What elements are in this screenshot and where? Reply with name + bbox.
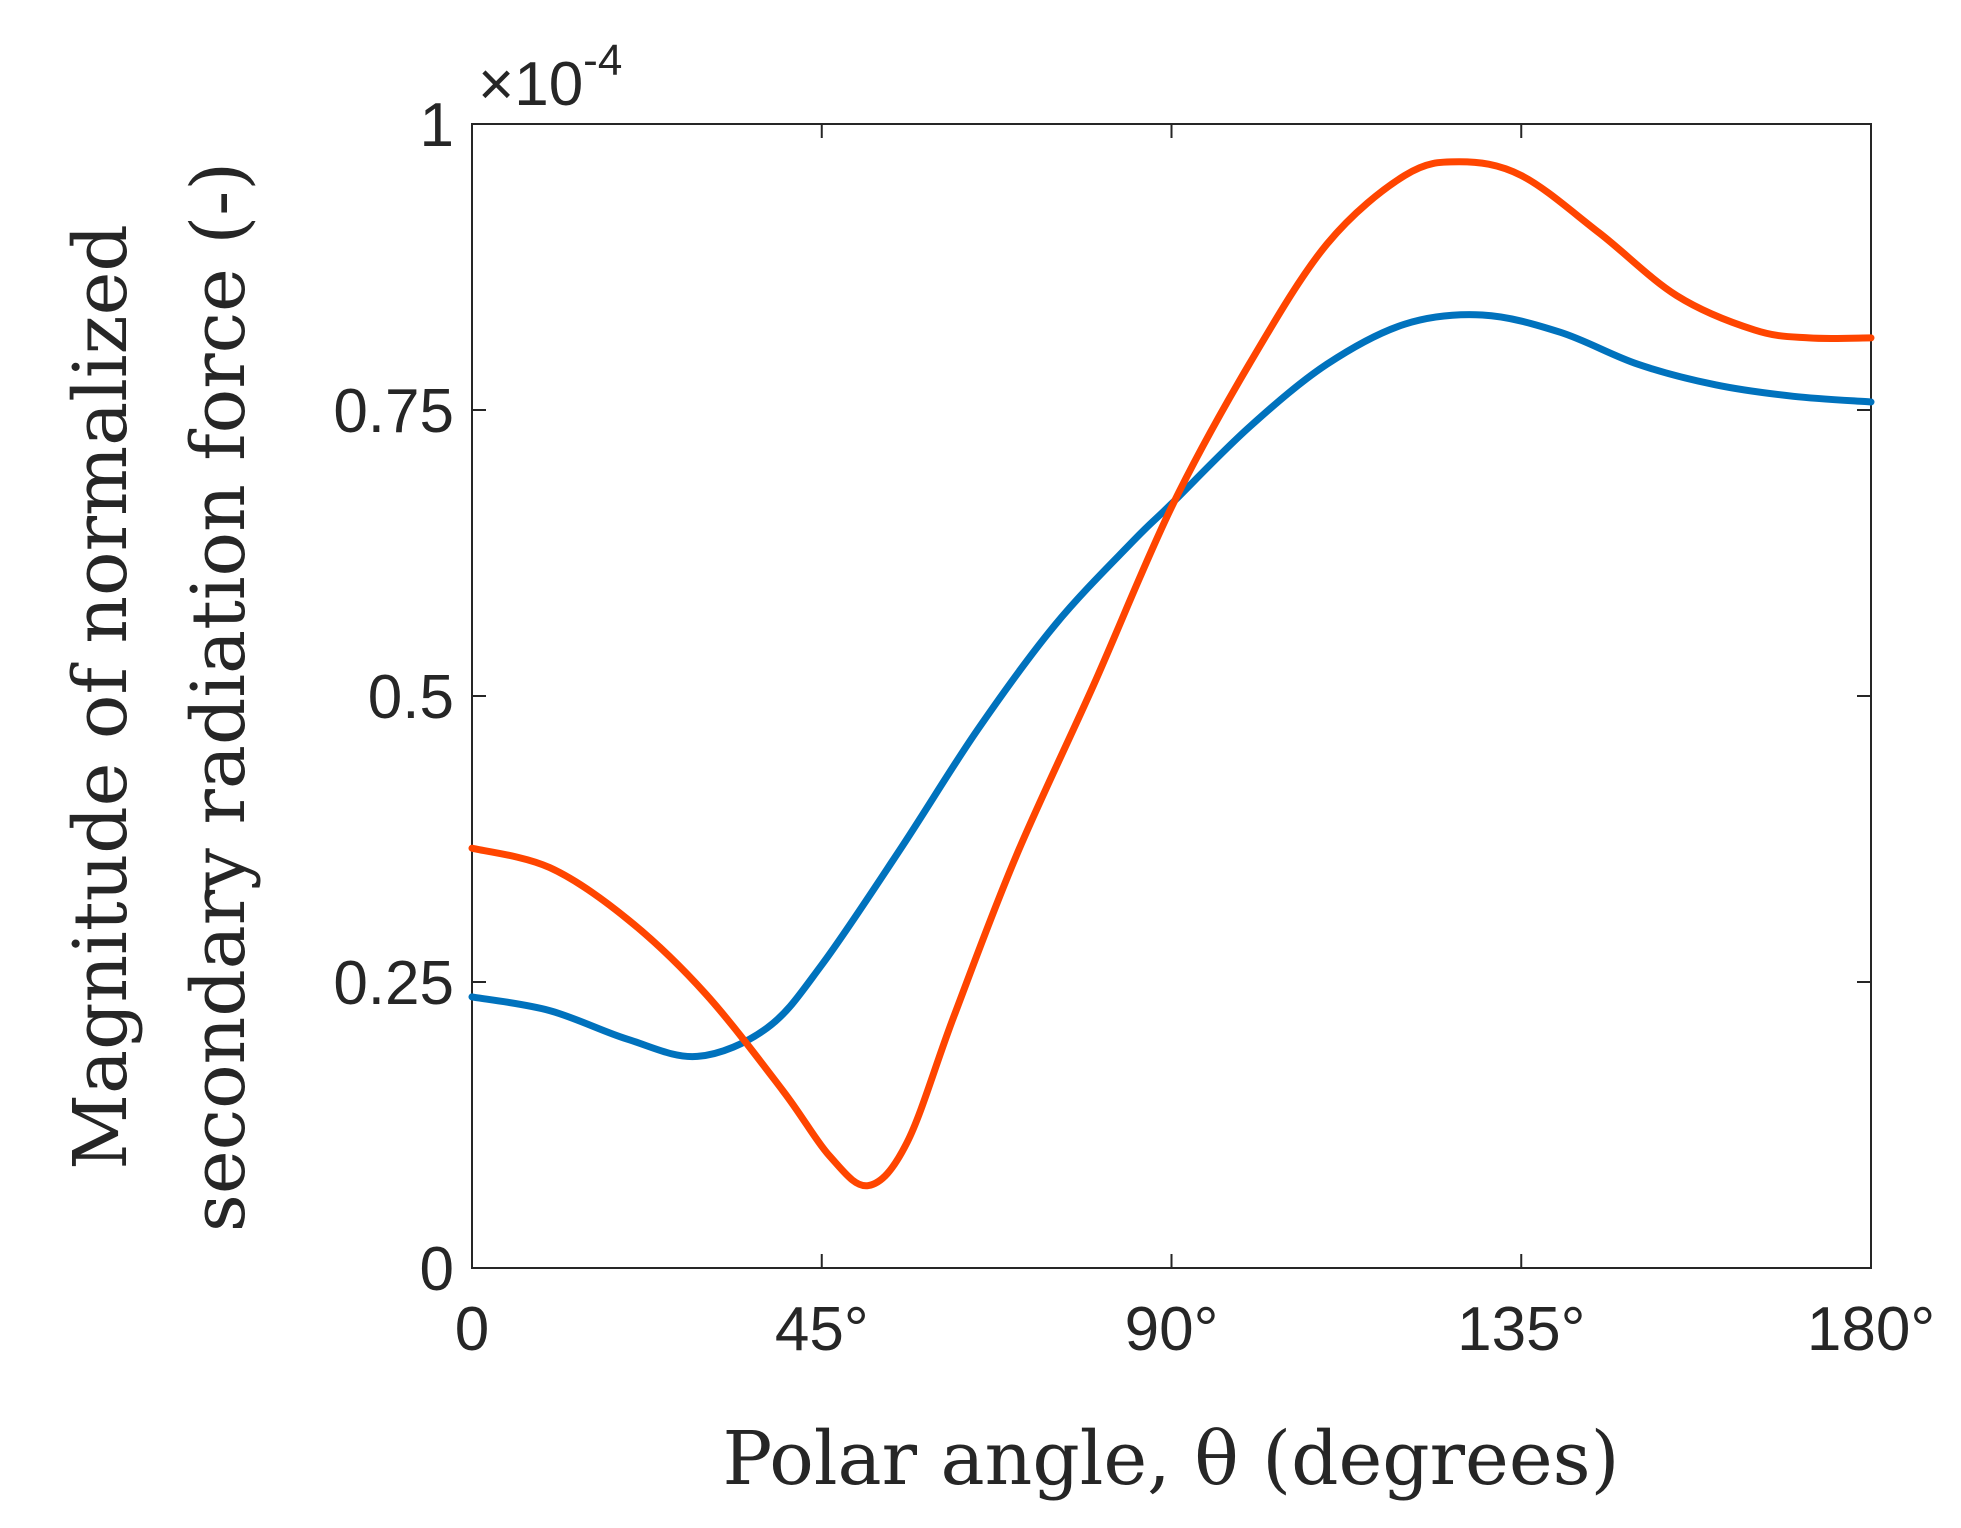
x-axis-label: Polar angle, θ (degrees) xyxy=(723,1416,1620,1502)
series-line-orange xyxy=(468,158,1875,1190)
y-axis-ticks: 0 0.25 0.5 0.75 1 xyxy=(333,91,1871,1304)
series-layer xyxy=(468,158,1875,1190)
x-axis-ticks: 0 45° 90° 135° 180° xyxy=(455,124,1935,1364)
y-axis-exponent: ×10-4 xyxy=(478,36,622,119)
plot-area xyxy=(471,123,1872,1269)
y-axis-exponent-power: -4 xyxy=(583,36,622,85)
x-tick-label: 135° xyxy=(1457,1295,1585,1364)
y-tick-label: 0.5 xyxy=(368,663,454,732)
y-axis-label-line2: secondary radiation force (-) xyxy=(176,162,262,1232)
x-tick-label: 45° xyxy=(775,1295,869,1364)
y-axis-label: Magnitude of normalized secondary radiat… xyxy=(58,162,262,1232)
y-tick-label: 0 xyxy=(420,1235,454,1304)
x-tick-label: 180° xyxy=(1807,1295,1935,1364)
x-tick-label: 0 xyxy=(455,1295,489,1364)
x-tick-label: 90° xyxy=(1125,1295,1219,1364)
y-axis-label-line1: Magnitude of normalized xyxy=(58,224,144,1170)
plot-box xyxy=(471,123,1872,1269)
y-axis-exponent-prefix: ×10 xyxy=(478,50,583,119)
y-tick-label: 1 xyxy=(420,91,454,160)
y-tick-label: 0.75 xyxy=(333,377,454,446)
y-tick-label: 0.25 xyxy=(333,949,454,1018)
series-line-blue xyxy=(468,311,1875,1061)
